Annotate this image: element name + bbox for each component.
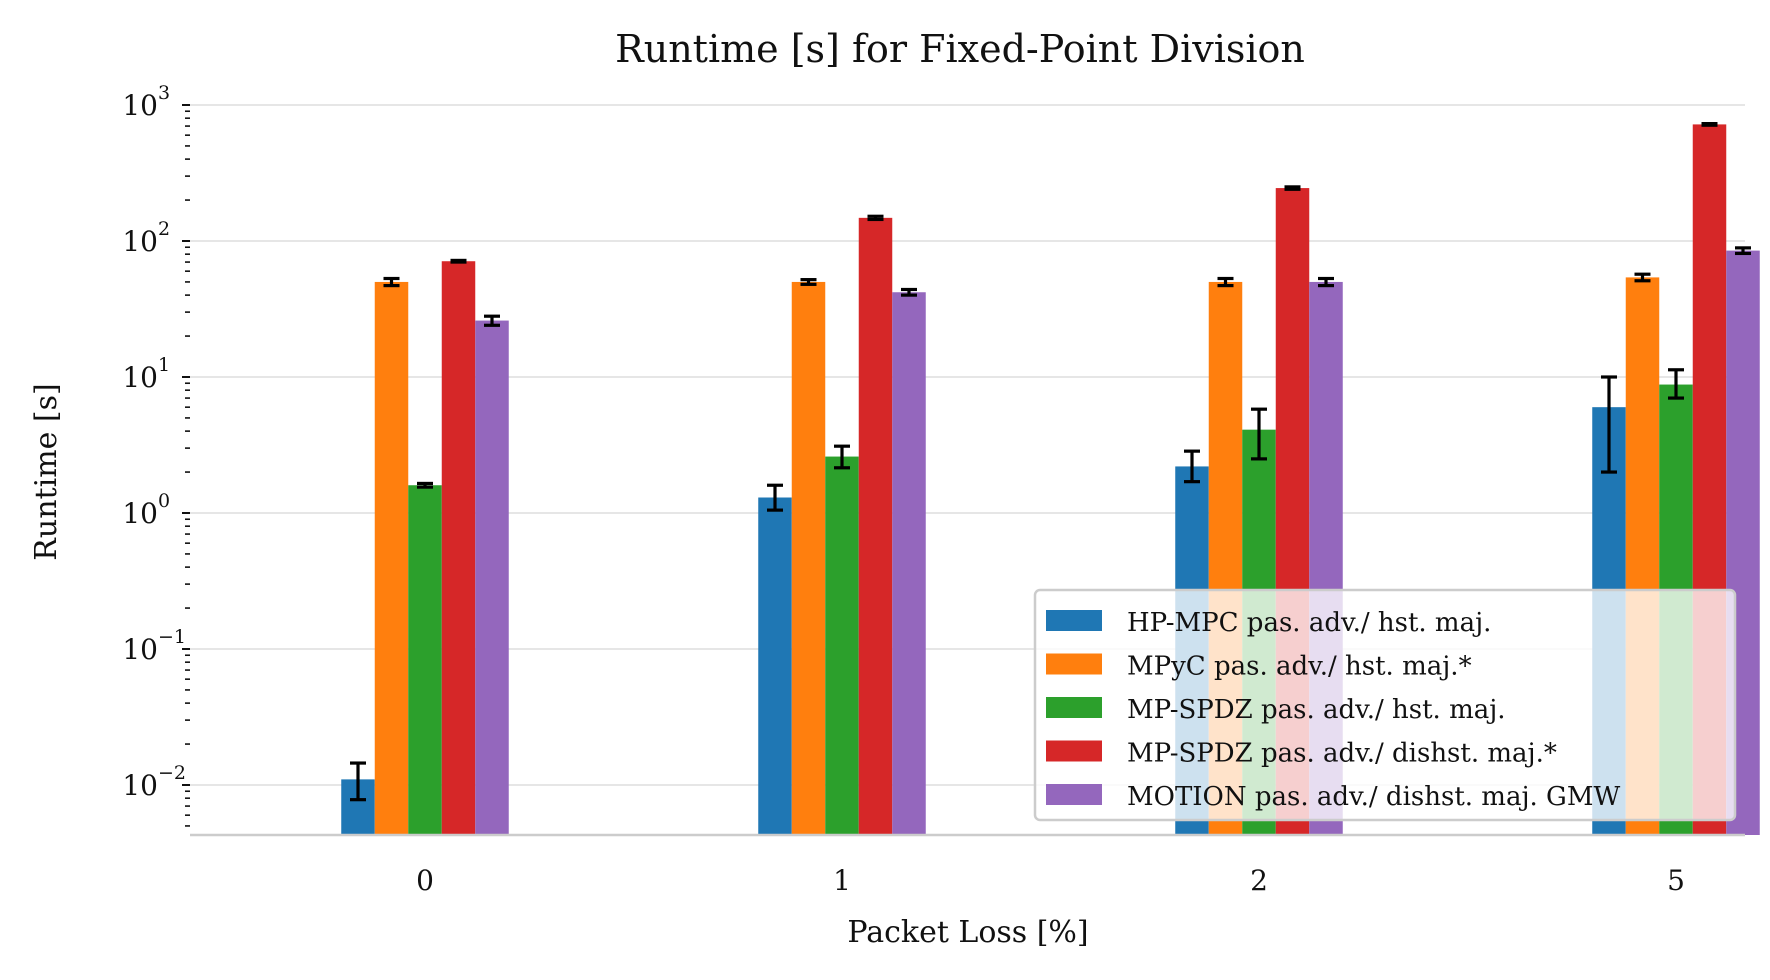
y-tick-exponent: 3	[158, 82, 170, 104]
legend-label: MPyC pas. adv./ hst. maj.*	[1127, 652, 1472, 682]
x-tick-label: 5	[1667, 864, 1685, 897]
x-tick-label: 1	[833, 864, 851, 897]
bar	[408, 485, 442, 835]
bar	[791, 281, 826, 836]
legend-label: MOTION pas. adv./ dishst. maj. GMW	[1127, 782, 1620, 812]
bar	[374, 281, 409, 836]
y-tick-exponent: −1	[158, 626, 186, 648]
x-tick-label: 0	[416, 864, 434, 897]
bar	[758, 497, 792, 835]
x-tick-label: 2	[1250, 864, 1268, 897]
y-tick-label: 10	[122, 633, 158, 666]
bar	[475, 320, 509, 836]
y-tick-label: 10	[122, 769, 158, 802]
y-tick-exponent: −2	[158, 762, 186, 784]
y-axis-label: Runtime [s]	[29, 383, 64, 560]
y-tick-exponent: 2	[158, 218, 170, 240]
y-tick-label: 10	[122, 497, 158, 530]
y-tick-label: 10	[122, 89, 158, 122]
x-axis-label: Packet Loss [%]	[847, 915, 1088, 950]
x-axis: 0 1 2 5	[190, 833, 1745, 897]
bar	[441, 261, 476, 835]
y-tick-label: 10	[122, 361, 158, 394]
legend-swatch	[1046, 610, 1102, 631]
y-tick-exponent: 0	[158, 490, 170, 512]
y-tick-exponent: 1	[158, 354, 170, 376]
legend-swatch	[1046, 653, 1102, 675]
bar	[825, 456, 859, 835]
legend-box	[1033, 588, 1737, 822]
y-tick-label: 10	[122, 225, 158, 258]
legend-label: MP-SPDZ pas. adv./ hst. maj.	[1127, 695, 1506, 725]
bar	[858, 217, 893, 835]
bar	[892, 292, 926, 835]
legend: HP-MPC pas. adv./ hst. maj. MPyC pas. adv…	[1033, 588, 1737, 822]
legend-swatch	[1046, 784, 1102, 805]
chart-title: Runtime [s] for Fixed-Point Division	[615, 27, 1305, 71]
legend-swatch	[1046, 740, 1102, 762]
legend-label: MP-SPDZ pas. adv./ dishst. maj.*	[1127, 739, 1557, 769]
legend-swatch	[1046, 697, 1102, 718]
legend-label: HP-MPC pas. adv./ hst. maj.	[1127, 608, 1491, 638]
